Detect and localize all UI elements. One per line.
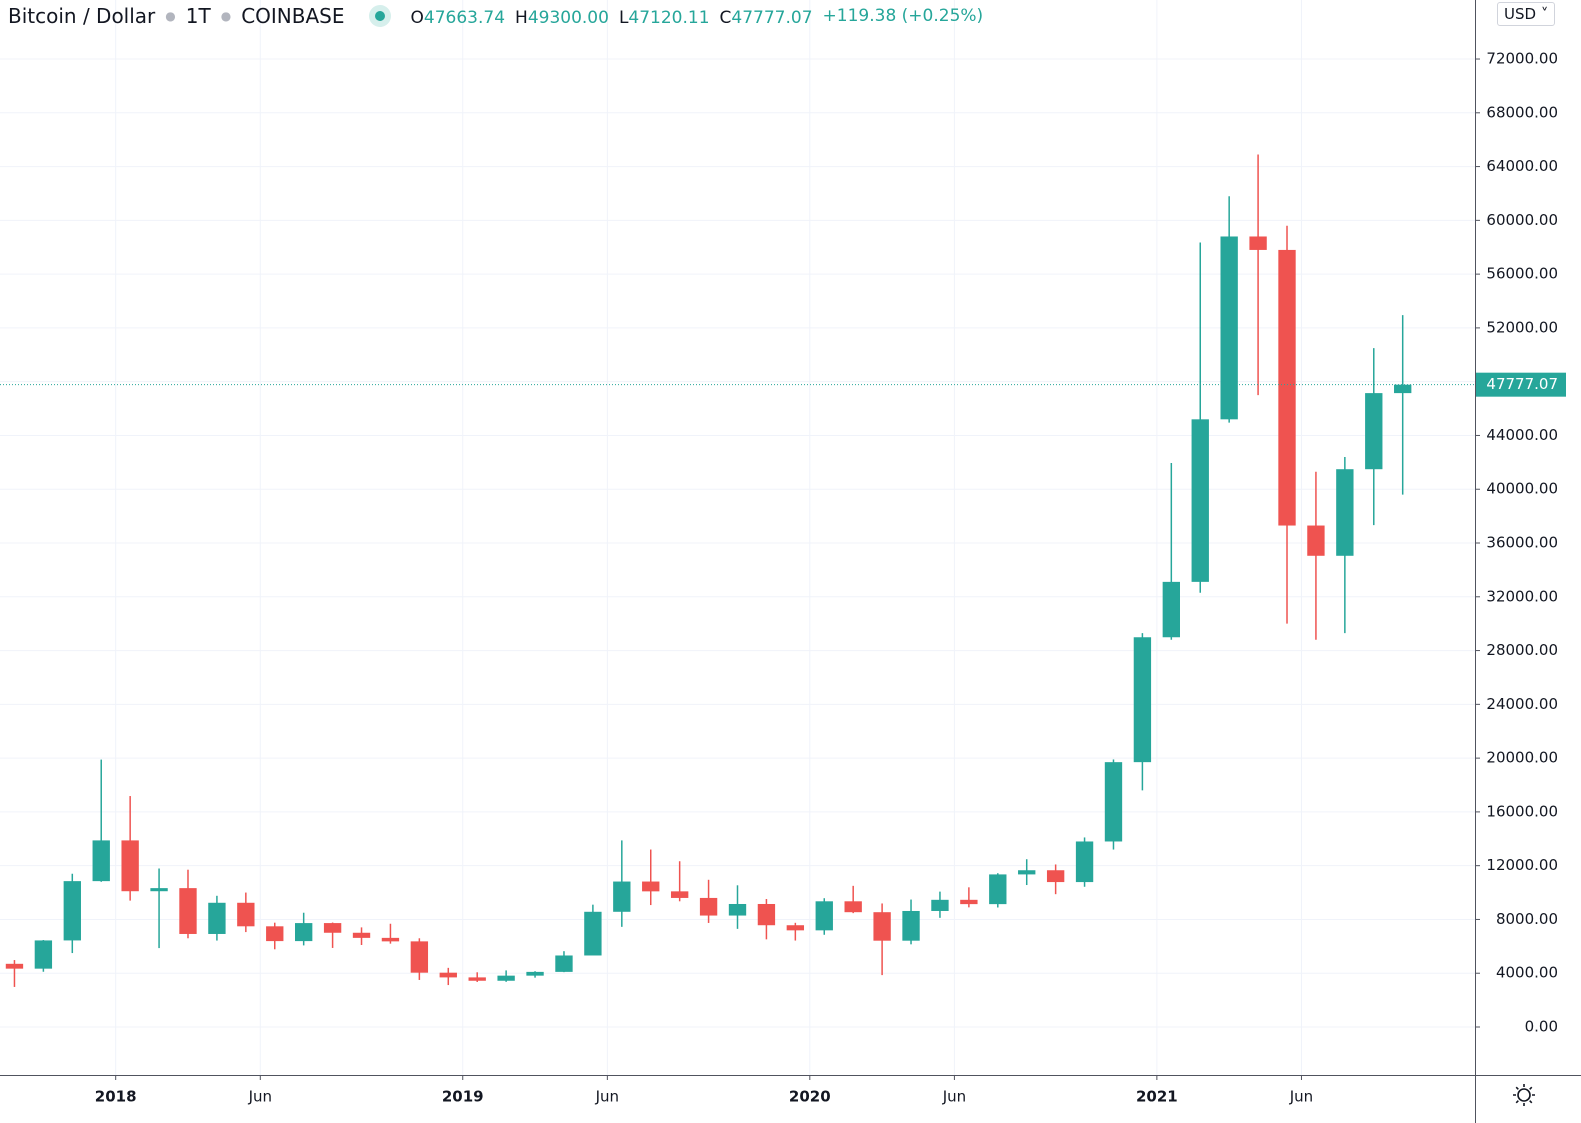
separator: ●	[165, 9, 176, 23]
legend-header: Bitcoin / Dollar ● 1T ● COINBASE O47663.…	[8, 4, 983, 28]
y-tick-label: 0.00	[1525, 1018, 1558, 1036]
candle-body	[844, 901, 862, 913]
last-price-label: 47777.07	[1486, 375, 1558, 393]
candle-body	[1278, 249, 1296, 526]
x-tick-label: Jun	[248, 1088, 272, 1106]
candle-body	[642, 881, 660, 892]
candle-body	[121, 840, 139, 892]
candle-body	[295, 923, 313, 942]
symbol: Bitcoin / Dollar	[8, 4, 156, 28]
candle-body	[1018, 870, 1036, 875]
candle-body	[728, 903, 747, 916]
last-price-tag	[1476, 372, 1566, 397]
candle-body	[352, 932, 371, 938]
y-tick-label: 64000.00	[1486, 157, 1558, 175]
candle-body	[1220, 236, 1238, 420]
candle-body	[757, 903, 776, 926]
close-value: 47777.07	[731, 8, 813, 28]
candle-body	[150, 888, 168, 892]
y-tick-label: 68000.00	[1486, 103, 1558, 121]
exchange: COINBASE	[241, 4, 345, 28]
y-tick-label: 16000.00	[1486, 802, 1558, 820]
y-tick-label: 20000.00	[1486, 749, 1558, 767]
candle-body	[323, 923, 342, 933]
candle-body	[5, 963, 24, 969]
candle-body	[989, 874, 1007, 905]
candle-body	[902, 910, 920, 941]
candle-body	[63, 881, 81, 941]
candle-body	[410, 941, 429, 973]
plot: 0.00 4000.00 8000.00 12000.00 16000.00 20000.…	[0, 0, 1566, 1106]
y-tick-label: 60000.00	[1486, 211, 1558, 229]
currency-button[interactable]: USD ˅	[1497, 2, 1556, 26]
candle-body	[613, 881, 631, 912]
candle-body	[931, 899, 949, 911]
candle-body	[1191, 419, 1209, 582]
candle-body	[1046, 870, 1065, 883]
y-tick-label: 24000.00	[1486, 695, 1558, 713]
candle-body	[34, 940, 53, 969]
candle-body	[1133, 637, 1152, 763]
market-status[interactable]	[368, 5, 391, 27]
open-value: 47663.74	[423, 8, 506, 28]
open-label: O	[410, 8, 424, 28]
x-tick-label: 2020	[789, 1088, 831, 1106]
high-label: H	[515, 8, 528, 28]
candle-body	[786, 925, 805, 931]
high-value: 49300.00	[527, 8, 609, 28]
y-tick-label: 40000.00	[1486, 480, 1558, 498]
candle-body	[179, 888, 197, 934]
candle-body	[439, 972, 457, 978]
candle-body	[497, 975, 515, 981]
candle-body	[960, 899, 978, 905]
x-tick-label: 2019	[442, 1088, 484, 1106]
x-tick-label: Jun	[595, 1088, 619, 1106]
candle-body	[1249, 236, 1267, 250]
candle-body	[1365, 393, 1383, 470]
candle-body	[237, 902, 255, 927]
candle-body	[266, 926, 284, 942]
low-value: 47120.11	[628, 8, 710, 28]
candle-body	[92, 840, 110, 882]
x-tick-label: 2021	[1136, 1088, 1178, 1106]
close-label: C	[719, 8, 732, 28]
settings-icon[interactable]	[1513, 1084, 1535, 1106]
low-label: L	[618, 8, 629, 28]
candle-body	[1336, 469, 1354, 556]
x-tick-label: 2018	[95, 1088, 137, 1106]
x-tick-label: Jun	[942, 1088, 966, 1106]
y-tick-label: 32000.00	[1486, 587, 1558, 605]
candle-body	[584, 911, 602, 956]
y-tick-label: 28000.00	[1486, 641, 1558, 659]
y-tick-label: 8000.00	[1496, 910, 1558, 928]
y-tick-label: 4000.00	[1496, 964, 1558, 982]
candle-body	[873, 912, 891, 941]
y-tick-label: 52000.00	[1486, 318, 1558, 336]
y-tick-label: 12000.00	[1486, 856, 1558, 874]
candle-body	[1162, 581, 1180, 638]
candle-body	[526, 971, 544, 976]
candle-body	[670, 891, 689, 898]
candle-body	[1104, 762, 1123, 842]
candle-body	[208, 902, 226, 934]
currency: USD	[1504, 5, 1537, 23]
candle-body	[1307, 525, 1325, 556]
candle-body	[381, 937, 400, 942]
interval: 1T	[185, 4, 211, 28]
y-tick-label: 44000.00	[1486, 426, 1558, 444]
candle-body	[468, 977, 486, 981]
candle-body	[1075, 841, 1094, 883]
candle-body	[555, 955, 573, 972]
y-tick-label: 72000.00	[1486, 50, 1558, 68]
y-tick-label: 56000.00	[1486, 265, 1558, 283]
y-tick-label: 36000.00	[1486, 534, 1558, 552]
candle-body	[1394, 384, 1412, 394]
candle-body	[815, 901, 833, 931]
candle-body	[699, 897, 718, 916]
separator: ●	[220, 9, 232, 23]
x-tick-label: Jun	[1289, 1088, 1313, 1106]
change: +119.38 (+0.25%)	[822, 6, 984, 26]
